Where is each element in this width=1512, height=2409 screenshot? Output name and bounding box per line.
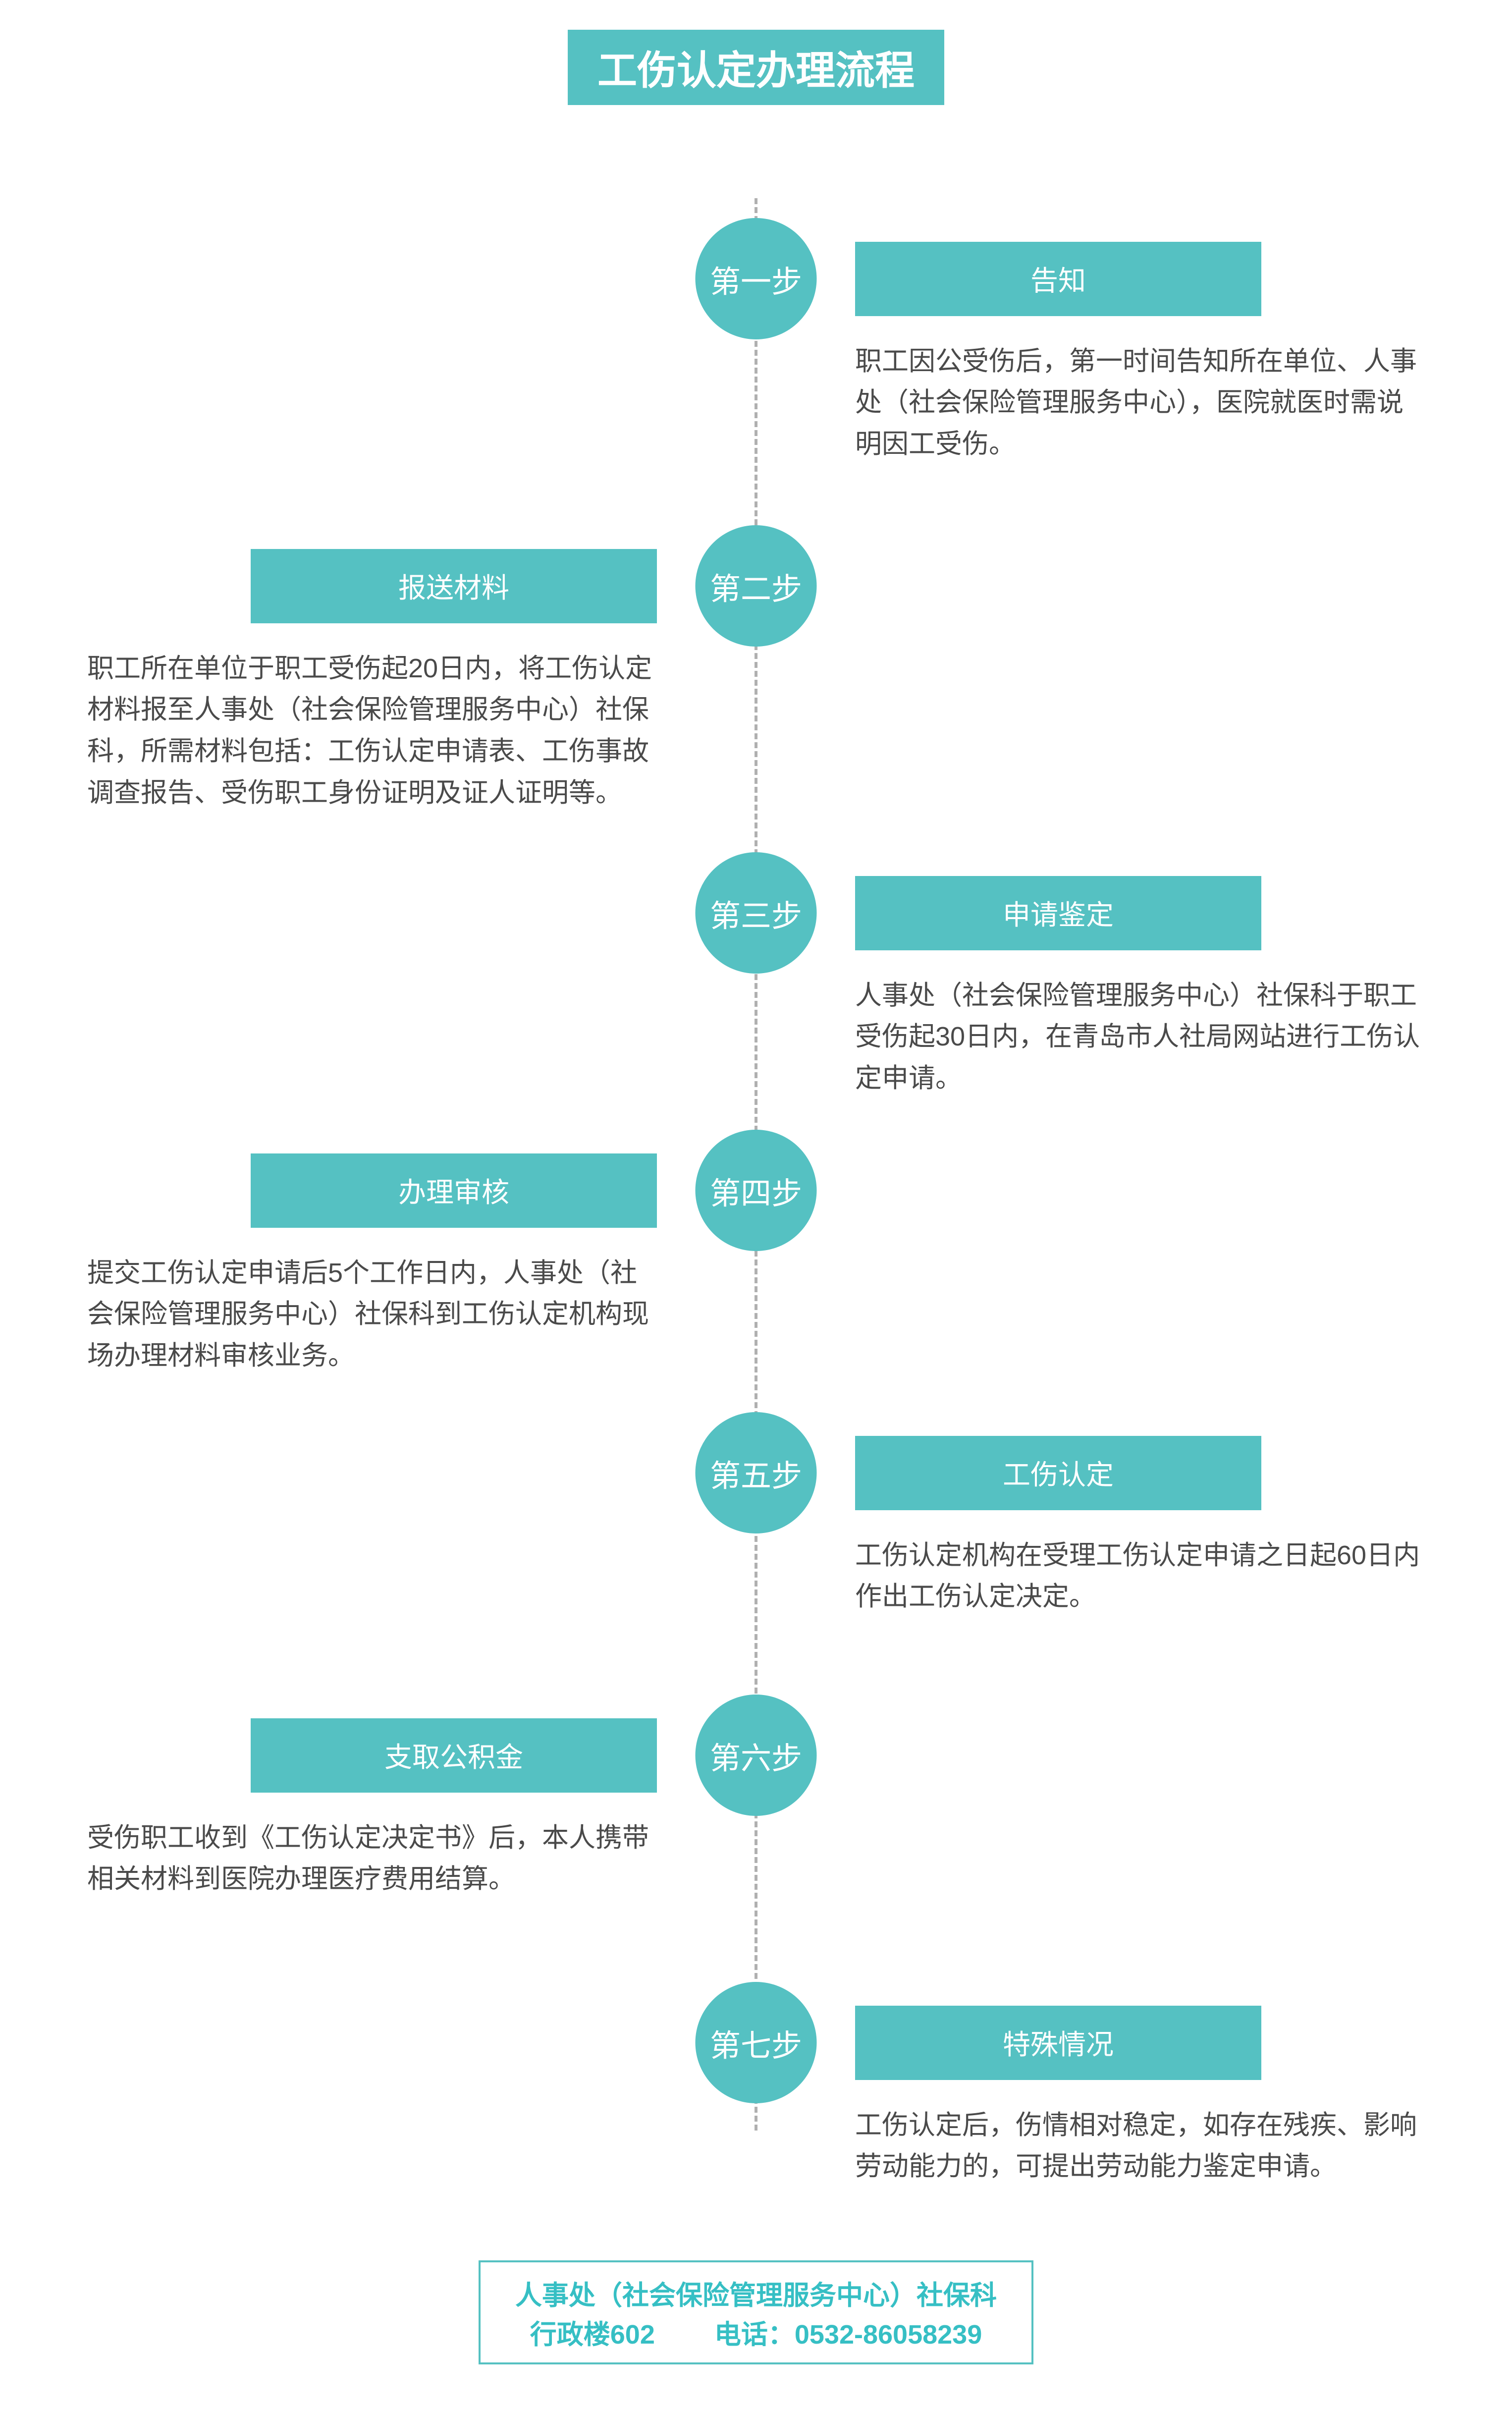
page-title: 工伤认定办理流程	[568, 30, 944, 105]
step-desc-5: 工伤认定机构在受理工伤认定申请之日起60日内作出工伤认定决定。	[855, 1535, 1425, 1618]
step-label-3: 申请鉴定	[855, 876, 1261, 950]
step-label-5: 工伤认定	[855, 1436, 1261, 1510]
step-desc-1: 职工因公受伤后，第一时间告知所在单位、人事处（社会保险管理服务中心），医院就医时…	[855, 341, 1425, 465]
footer-org: 人事处（社会保险管理服务中心）社保科	[515, 2273, 997, 2312]
step-circle-7: 第七步	[696, 1982, 817, 2103]
step-desc-7: 工伤认定后，伤情相对稳定，如存在残疾、影响劳动能力的，可提出劳动能力鉴定申请。	[855, 2105, 1425, 2188]
step-circle-2: 第二步	[696, 525, 817, 647]
step-label-1: 告知	[855, 242, 1261, 316]
footer-tel: 电话：0532-86058239	[714, 2312, 982, 2352]
step-desc-4: 提交工伤认定申请后5个工作日内，人事处（社会保险管理服务中心）社保科到工伤认定机…	[87, 1253, 657, 1377]
step-label-6: 支取公积金	[251, 1718, 657, 1793]
step-label-4: 办理审核	[251, 1153, 657, 1228]
step-desc-6: 受伤职工收到《工伤认定决定书》后，本人携带相关材料到医院办理医疗费用结算。	[87, 1817, 657, 1900]
step-circle-4: 第四步	[696, 1130, 817, 1251]
step-circle-6: 第六步	[696, 1695, 817, 1816]
step-desc-2: 职工所在单位于职工受伤起20日内，将工伤认定材料报至人事处（社会保险管理服务中心…	[87, 648, 657, 814]
step-circle-1: 第一步	[696, 218, 817, 339]
contact-footer: 人事处（社会保险管理服务中心）社保科 行政楼602 电话：0532-860582…	[479, 2260, 1033, 2364]
footer-location: 行政楼602	[530, 2312, 655, 2352]
step-desc-3: 人事处（社会保险管理服务中心）社保科于职工受伤起30日内，在青岛市人社局网站进行…	[855, 975, 1425, 1099]
step-circle-3: 第三步	[696, 852, 817, 974]
step-circle-5: 第五步	[696, 1412, 817, 1533]
step-label-2: 报送材料	[251, 549, 657, 623]
step-label-7: 特殊情况	[855, 2006, 1261, 2080]
